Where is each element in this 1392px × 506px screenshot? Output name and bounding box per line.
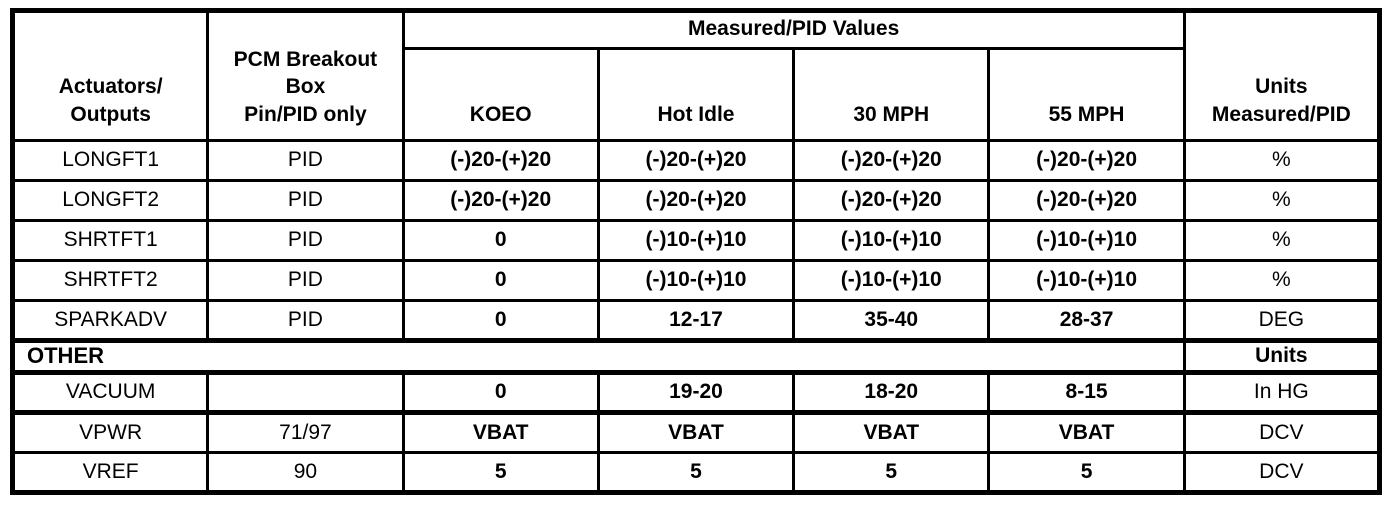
section-units-header: Units (1182, 337, 1382, 374)
header-koeo: KOEO (401, 46, 600, 142)
value-cell-30mph: (-)20-(+)20 (792, 138, 991, 182)
value-cell-koeo: (-)20-(+)20 (401, 138, 600, 182)
row-label-cell: VREF (10, 450, 210, 494)
pin-cell: PID (206, 218, 405, 262)
pin-cell: PID (206, 298, 405, 342)
value-cell-55mph: 8-15 (987, 369, 1186, 414)
units-cell: % (1182, 258, 1382, 302)
value-cell-hot-idle: (-)20-(+)20 (596, 138, 796, 182)
row-label-cell: VPWR (10, 409, 210, 454)
value-cell-30mph: VBAT (792, 409, 991, 454)
pin-cell: 90 (206, 450, 405, 494)
pin-cell: 71/97 (206, 409, 405, 454)
section-label-other: OTHER (11, 337, 1186, 374)
header-group-row: Actuators/ Outputs PCM Breakout Box Pin/… (10, 9, 1382, 142)
value-cell-55mph: 28-37 (987, 298, 1186, 342)
section-row-other: OTHER Units (11, 337, 1382, 374)
value-cell-hot-idle: (-)20-(+)20 (596, 178, 796, 222)
units-cell: % (1182, 138, 1382, 182)
value-cell-30mph: 5 (792, 450, 991, 494)
table-row-vacuum: VACUUM 0 19-20 18-20 8-15 In HG (10, 369, 1382, 414)
header-hot-idle: Hot Idle (596, 46, 796, 142)
units-cell: % (1182, 178, 1382, 222)
value-cell-55mph: (-)20-(+)20 (987, 178, 1186, 222)
row-label-cell: VACUUM (10, 369, 210, 414)
pin-cell: PID (206, 178, 405, 222)
row-label-cell: SPARKADV (10, 298, 210, 342)
value-cell-hot-idle: 19-20 (596, 369, 796, 414)
table-row-longft1: LONGFT1 PID (-)20-(+)20 (-)20-(+)20 (-)2… (10, 138, 1382, 182)
table-row-vref: VREF 90 5 5 5 5 DCV (10, 450, 1382, 494)
value-cell-koeo: 0 (401, 369, 600, 414)
units-cell: DCV (1182, 450, 1382, 494)
units-cell: DCV (1182, 409, 1382, 454)
pin-cell: PID (206, 258, 405, 302)
value-cell-koeo: VBAT (401, 409, 600, 454)
header-55-mph: 55 MPH (987, 46, 1186, 142)
value-cell-hot-idle: 12-17 (596, 298, 796, 342)
table-body: LONGFT1 PID (-)20-(+)20 (-)20-(+)20 (-)2… (10, 138, 1382, 494)
value-cell-koeo: 5 (401, 450, 600, 494)
header-units-measured-pid: Units Measured/PID (1182, 9, 1382, 142)
table-row-sparkadv: SPARKADV PID 0 12-17 35-40 28-37 DEG (10, 298, 1382, 342)
units-cell: In HG (1182, 369, 1382, 414)
measured-pid-values-table: Actuators/ Outputs PCM Breakout Box Pin/… (10, 8, 1382, 495)
table-row-vpwr: VPWR 71/97 VBAT VBAT VBAT VBAT DCV (10, 409, 1382, 454)
value-cell-30mph: 18-20 (792, 369, 991, 414)
header-actuators-outputs: Actuators/ Outputs (10, 9, 210, 142)
row-label-cell: LONGFT1 (10, 138, 210, 182)
value-cell-hot-idle: VBAT (596, 409, 796, 454)
table-row-shrtft2: SHRTFT2 PID 0 (-)10-(+)10 (-)10-(+)10 (-… (10, 258, 1382, 302)
value-cell-30mph: (-)20-(+)20 (792, 178, 991, 222)
table-row-shrtft1: SHRTFT1 PID 0 (-)10-(+)10 (-)10-(+)10 (-… (10, 218, 1382, 262)
value-cell-30mph: 35-40 (792, 298, 991, 342)
value-cell-30mph: (-)10-(+)10 (792, 258, 991, 302)
value-cell-30mph: (-)10-(+)10 (792, 218, 991, 262)
value-cell-55mph: (-)10-(+)10 (987, 218, 1186, 262)
value-cell-koeo: 0 (401, 258, 600, 302)
row-label-cell: SHRTFT2 (10, 258, 210, 302)
value-cell-hot-idle: 5 (596, 450, 796, 494)
value-cell-koeo: (-)20-(+)20 (401, 178, 600, 222)
value-cell-55mph: 5 (987, 450, 1186, 494)
value-cell-55mph: VBAT (987, 409, 1186, 454)
header-30-mph: 30 MPH (792, 46, 991, 142)
row-label-cell: SHRTFT1 (10, 218, 210, 262)
pin-cell: PID (206, 138, 405, 182)
value-cell-55mph: (-)20-(+)20 (987, 138, 1186, 182)
value-cell-koeo: 0 (401, 218, 600, 262)
table-row-longft2: LONGFT2 PID (-)20-(+)20 (-)20-(+)20 (-)2… (10, 178, 1382, 222)
value-cell-55mph: (-)10-(+)10 (987, 258, 1186, 302)
header-pcm-breakout-box: PCM Breakout Box Pin/PID only (206, 9, 405, 142)
units-cell: % (1182, 218, 1382, 262)
row-label-cell: LONGFT2 (10, 178, 210, 222)
header-measured-pid-values: Measured/PID Values (401, 9, 1186, 50)
value-cell-hot-idle: (-)10-(+)10 (596, 258, 796, 302)
value-cell-koeo: 0 (401, 298, 600, 342)
units-cell: DEG (1182, 298, 1382, 342)
table-header: Actuators/ Outputs PCM Breakout Box Pin/… (10, 9, 1382, 142)
header-conditions-row: KOEO Hot Idle 30 MPH 55 MPH (13, 46, 1380, 142)
value-cell-hot-idle: (-)10-(+)10 (596, 218, 796, 262)
pin-cell (206, 369, 405, 414)
